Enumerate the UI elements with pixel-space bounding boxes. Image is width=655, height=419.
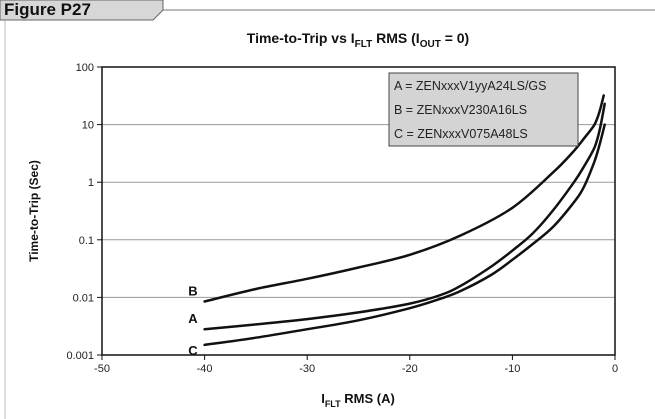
- series-label-b: B: [188, 283, 197, 298]
- grid: [102, 124, 615, 298]
- series-label-a: A: [188, 311, 198, 326]
- x-tick-label: -50: [94, 363, 110, 375]
- y-tick-label: 1: [88, 177, 94, 189]
- series-line-a: [203, 102, 606, 331]
- axis-ticks: 100 10 1 0.1 0.01 0.001-50 -40 -30 -20 -10 0: [66, 62, 618, 375]
- legend-entry-c: C = ZENxxxV075A48LS: [394, 127, 528, 141]
- legend-entry-b: B = ZENxxxV230A16LS: [394, 103, 527, 117]
- chart-title: Time-to-Trip vs IFLT RMS (IOUT = 0): [247, 30, 469, 50]
- y-tick-label: 0.001: [66, 350, 94, 362]
- x-tick-label: -40: [197, 363, 213, 375]
- y-tick-label: 0.01: [73, 292, 94, 304]
- x-axis-label: IFLT RMS (A): [321, 391, 395, 409]
- series-label-c: C: [188, 343, 198, 358]
- x-tick-label: 0: [612, 363, 618, 375]
- x-tick-label: -10: [504, 363, 520, 375]
- y-tick-label: 0.1: [79, 235, 94, 247]
- y-axis-label: Time-to-Trip (Sec): [27, 160, 41, 262]
- figure-tab: [0, 0, 164, 21]
- x-tick-label: -30: [299, 363, 315, 375]
- figure-label: Figure P27: [4, 0, 91, 19]
- y-tick-label: 10: [82, 120, 94, 132]
- y-tick-label: 100: [76, 62, 94, 74]
- series-line-b: [203, 94, 605, 303]
- legend: A = ZENxxxV1yyA24LS/GS B = ZENxxxV230A16…: [388, 72, 579, 147]
- x-tick-label: -20: [402, 363, 418, 375]
- legend-box: [388, 72, 579, 147]
- series-labels: BA C: [188, 283, 198, 357]
- series-group: [203, 94, 606, 347]
- series-line-c: [203, 123, 606, 347]
- plot-frame: [101, 66, 616, 356]
- legend-entry-a: A = ZENxxxV1yyA24LS/GS: [394, 79, 547, 93]
